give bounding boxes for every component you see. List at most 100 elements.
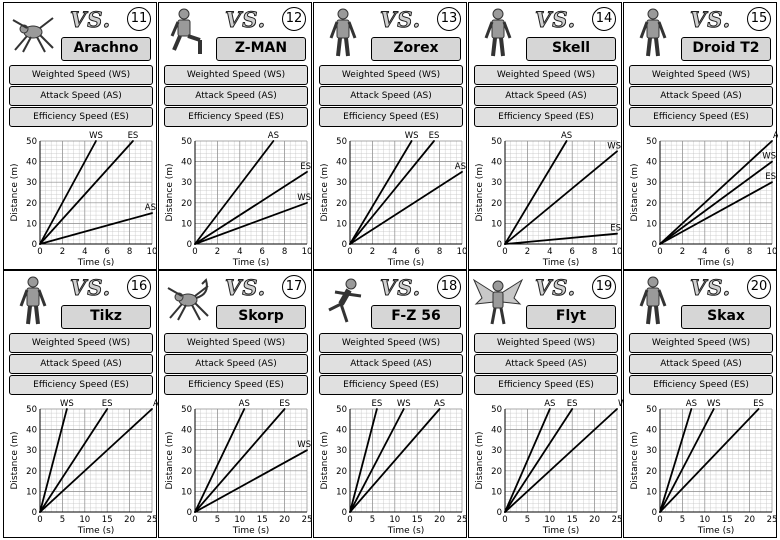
efficiency-speed-row: Efficiency Speed (ES) xyxy=(629,107,773,127)
x-tick-label: 10 xyxy=(544,515,555,525)
speed-rows: Weighted Speed (WS) Attack Speed (AS) Effi… xyxy=(9,65,153,128)
series-line-ws xyxy=(349,140,413,245)
robot-name: Skax xyxy=(681,305,771,329)
distance-time-chart: 0 5 10 15 20 25 0 10 20 30 40 50 Time (s) Distance (m… xyxy=(475,399,623,536)
card-number: 15 xyxy=(747,7,771,31)
y-tick-label: 50 xyxy=(181,405,192,415)
x-axis-label: Time (s) xyxy=(387,258,425,268)
x-tick-label: 0 xyxy=(502,247,507,257)
efficiency-speed-row: Efficiency Speed (ES) xyxy=(164,107,308,127)
y-tick-label: 20 xyxy=(26,467,37,477)
x-tick-label: 0 xyxy=(192,515,197,525)
y-tick-label: 20 xyxy=(491,199,502,209)
card-number: 18 xyxy=(437,275,461,299)
x-tick-label: 8 xyxy=(437,247,442,257)
robot-card: VS. 12 Z-MAN Weighted Speed (WS) Attack Spee… xyxy=(158,2,312,270)
distance-time-chart: 0 5 10 15 20 25 0 10 20 30 40 50 Time (s) Distance (m… xyxy=(10,399,158,536)
card-number: 11 xyxy=(127,7,151,31)
x-tick-label: 25 xyxy=(457,515,468,525)
robot-card: VS. 19 Flyt Weighted Speed (WS) Attack Speed… xyxy=(468,270,623,538)
y-axis-label: Distance (m) xyxy=(630,431,640,489)
series-line-as xyxy=(349,408,441,513)
x-axis-label: Time (s) xyxy=(77,258,115,268)
x-tick-label: 15 xyxy=(567,515,578,525)
x-tick-label: 6 xyxy=(104,247,109,257)
speed-rows: Weighted Speed (WS) Attack Speed (AS) Effi… xyxy=(164,65,308,128)
y-axis-label: Distance (m) xyxy=(320,163,330,221)
series-label-es: ES xyxy=(128,131,139,141)
weighted-speed-row: Weighted Speed (WS) xyxy=(164,65,308,85)
y-tick-label: 10 xyxy=(491,487,502,497)
x-tick-label: 20 xyxy=(589,515,600,525)
series-line-as xyxy=(39,212,153,245)
robot-card: VS. 11 Arachno Weighted Speed (WS) Attack Sp… xyxy=(3,2,157,270)
card-number: 12 xyxy=(282,7,306,31)
series-label-es: ES xyxy=(610,224,621,234)
kneeling-robot-icon xyxy=(170,8,202,54)
series-label-ws: WS xyxy=(707,399,721,409)
series-label-ws: WS xyxy=(762,152,776,162)
y-tick-label: 30 xyxy=(646,178,657,188)
series-line-es xyxy=(349,408,378,513)
series-line-ws xyxy=(659,408,715,513)
distance-time-chart: 0 5 10 15 20 25 0 10 20 30 40 50 Time (s) Distance (m… xyxy=(320,399,468,536)
x-axis-label: Time (s) xyxy=(542,258,580,268)
y-tick-label: 50 xyxy=(26,137,37,147)
series-line-ws xyxy=(349,408,405,513)
weighted-speed-row: Weighted Speed (WS) xyxy=(629,333,773,353)
y-tick-label: 40 xyxy=(491,426,502,436)
x-axis-label: Time (s) xyxy=(697,526,735,536)
series-label-as: AS xyxy=(561,131,572,141)
x-tick-label: 6 xyxy=(414,247,419,257)
distance-time-chart: 0 2 4 6 8 10 0 10 20 30 40 50 Time (s) Distance (m) AS… xyxy=(475,131,623,268)
distance-time-chart: 0 2 4 6 8 10 0 10 20 30 40 50 Time (s) Distance (m) AS… xyxy=(630,131,778,268)
x-tick-label: 0 xyxy=(657,247,662,257)
robot-name: Zorex xyxy=(371,37,461,61)
series-label-es: ES xyxy=(429,131,440,141)
y-tick-label: 40 xyxy=(181,426,192,436)
y-tick-label: 10 xyxy=(26,487,37,497)
series-line-ws xyxy=(39,408,68,513)
y-tick-label: 0 xyxy=(652,240,657,250)
card-number: 20 xyxy=(747,275,771,299)
y-tick-label: 40 xyxy=(26,158,37,168)
series-label-as: AS xyxy=(544,399,555,409)
x-tick-label: 6 xyxy=(569,247,574,257)
x-tick-label: 4 xyxy=(237,247,242,257)
attack-speed-row: Attack Speed (AS) xyxy=(9,86,153,106)
attack-speed-row: Attack Speed (AS) xyxy=(164,354,308,374)
series-line-ws xyxy=(39,140,97,245)
x-tick-label: 10 xyxy=(612,247,623,257)
efficiency-speed-row: Efficiency Speed (ES) xyxy=(319,107,463,127)
series-label-ws: WS xyxy=(618,399,623,409)
weighted-speed-row: Weighted Speed (WS) xyxy=(9,333,153,353)
x-tick-label: 4 xyxy=(82,247,87,257)
weighted-speed-row: Weighted Speed (WS) xyxy=(629,65,773,85)
series-line-as xyxy=(194,408,246,513)
y-tick-label: 50 xyxy=(336,137,347,147)
y-tick-label: 10 xyxy=(646,487,657,497)
x-tick-label: 8 xyxy=(127,247,132,257)
y-tick-label: 0 xyxy=(497,508,502,518)
weighted-speed-row: Weighted Speed (WS) xyxy=(9,65,153,85)
running-robot-icon xyxy=(328,278,362,323)
y-tick-label: 30 xyxy=(336,178,347,188)
y-tick-label: 0 xyxy=(32,508,37,518)
series-line-ws xyxy=(194,449,308,513)
x-tick-label: 0 xyxy=(657,515,662,525)
series-line-ws xyxy=(659,160,773,245)
x-tick-label: 2 xyxy=(215,247,220,257)
x-tick-label: 5 xyxy=(680,515,685,525)
x-tick-label: 5 xyxy=(215,515,220,525)
x-tick-label: 10 xyxy=(389,515,400,525)
series-label-ws: WS xyxy=(60,399,74,409)
series-label-as: AS xyxy=(268,131,279,141)
series-label-as: AS xyxy=(145,203,156,213)
y-tick-label: 30 xyxy=(491,178,502,188)
y-tick-label: 50 xyxy=(491,137,502,147)
x-axis-label: Time (s) xyxy=(232,526,270,536)
vs-logo: VS. xyxy=(224,275,267,301)
vs-logo: VS. xyxy=(689,275,732,301)
x-tick-label: 8 xyxy=(747,247,752,257)
robot-card: VS. 16 Tikz Weighted Speed (WS) Attack Speed… xyxy=(3,270,158,538)
